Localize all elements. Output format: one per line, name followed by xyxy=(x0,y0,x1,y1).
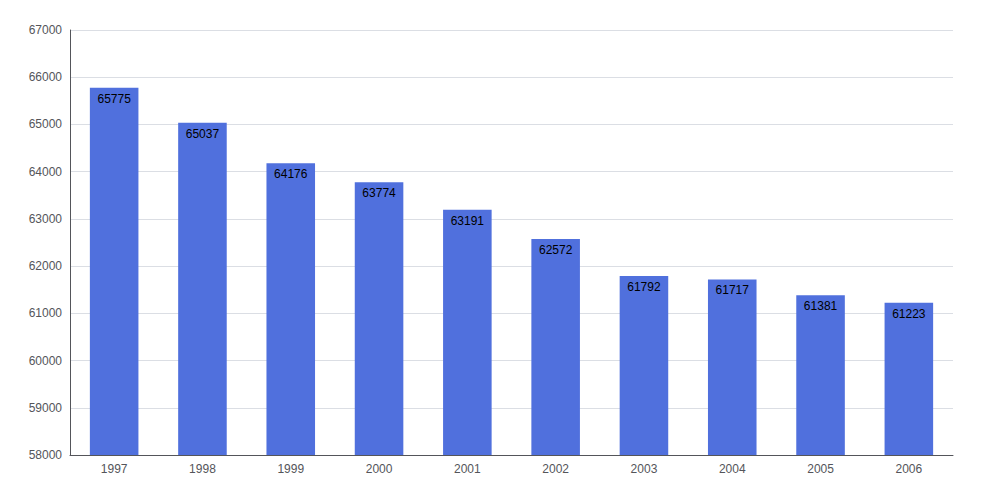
svg-text:61792: 61792 xyxy=(627,280,661,294)
svg-text:65775: 65775 xyxy=(97,92,131,106)
svg-text:61381: 61381 xyxy=(804,299,838,313)
svg-text:2002: 2002 xyxy=(542,462,569,476)
svg-text:63774: 63774 xyxy=(362,186,396,200)
svg-text:2004: 2004 xyxy=(719,462,746,476)
svg-text:2001: 2001 xyxy=(454,462,481,476)
svg-text:1999: 1999 xyxy=(277,462,304,476)
svg-text:60000: 60000 xyxy=(29,354,63,368)
svg-text:67000: 67000 xyxy=(29,23,63,37)
svg-text:58000: 58000 xyxy=(29,448,63,462)
svg-text:2005: 2005 xyxy=(807,462,834,476)
svg-text:2006: 2006 xyxy=(895,462,922,476)
svg-text:2000: 2000 xyxy=(366,462,393,476)
svg-text:63191: 63191 xyxy=(451,214,485,228)
svg-text:65037: 65037 xyxy=(186,127,220,141)
svg-text:61000: 61000 xyxy=(29,306,63,320)
svg-text:2003: 2003 xyxy=(631,462,658,476)
svg-text:63000: 63000 xyxy=(29,212,63,226)
svg-text:1998: 1998 xyxy=(189,462,216,476)
svg-text:61717: 61717 xyxy=(716,283,750,297)
svg-text:61223: 61223 xyxy=(892,307,926,321)
svg-text:66000: 66000 xyxy=(29,70,63,84)
svg-text:62000: 62000 xyxy=(29,259,63,273)
svg-text:65000: 65000 xyxy=(29,117,63,131)
svg-text:1997: 1997 xyxy=(101,462,128,476)
svg-text:64000: 64000 xyxy=(29,165,63,179)
svg-text:59000: 59000 xyxy=(29,401,63,415)
svg-text:62572: 62572 xyxy=(539,243,573,257)
svg-text:64176: 64176 xyxy=(274,167,308,181)
